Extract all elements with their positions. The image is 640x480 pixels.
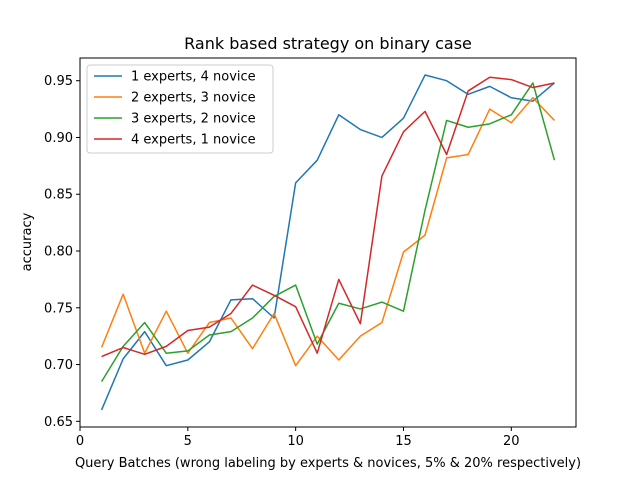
axes-frame bbox=[79, 57, 577, 428]
chart-title: Rank based strategy on binary case bbox=[184, 34, 472, 53]
series-line-1 bbox=[100, 74, 555, 411]
y-tick-label: 0.95 bbox=[44, 74, 73, 89]
legend-entry-label: 4 experts, 1 novice bbox=[131, 133, 256, 148]
y-tick-label: 0.85 bbox=[44, 188, 73, 203]
legend-entry-label: 2 experts, 3 novice bbox=[131, 91, 256, 106]
y-tick-label: 0.75 bbox=[44, 301, 73, 316]
x-tick-label: 0 bbox=[76, 434, 84, 449]
series-line-2 bbox=[100, 96, 555, 367]
legend-box bbox=[86, 64, 274, 154]
legend-entry-label: 3 experts, 2 novice bbox=[131, 112, 256, 127]
y-tick-label: 0.70 bbox=[44, 358, 73, 373]
y-axis-label: accuracy bbox=[20, 212, 35, 271]
legend: 1 experts, 4 novice 2 experts, 3 novice 3 … bbox=[86, 64, 274, 154]
y-tick-label: 0.90 bbox=[44, 131, 73, 146]
y-axis: 0.65 0.70 0.75 0.80 0.85 0.90 0.95 bbox=[44, 74, 80, 430]
x-axis-label: Query Batches (wrong labeling by experts… bbox=[75, 456, 581, 471]
legend-entry-label: 1 experts, 4 novice bbox=[131, 70, 256, 85]
series-lines bbox=[100, 74, 556, 411]
y-tick-label: 0.80 bbox=[44, 245, 73, 260]
x-axis: 0 5 10 15 20 bbox=[76, 427, 520, 449]
series-line-4 bbox=[101, 76, 555, 358]
y-tick-label: 0.65 bbox=[44, 415, 73, 430]
series-line-3 bbox=[100, 82, 556, 382]
x-tick-label: 20 bbox=[503, 434, 520, 449]
x-tick-label: 5 bbox=[184, 434, 192, 449]
x-tick-label: 10 bbox=[287, 434, 304, 449]
x-tick-label: 15 bbox=[395, 434, 412, 449]
